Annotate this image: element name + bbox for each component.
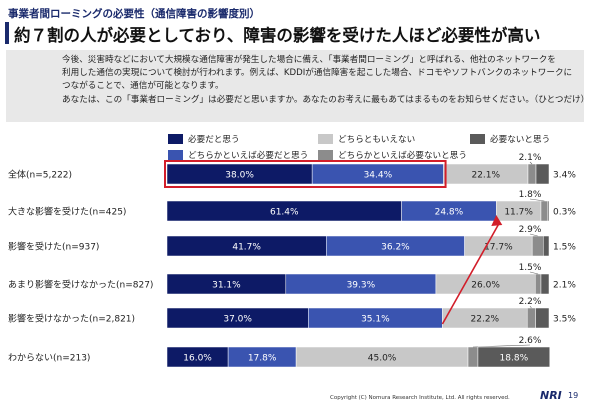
value-label-3-3: 1.5%	[519, 263, 542, 273]
category-label-4: 影響を受けなかった(n=2,821)	[8, 313, 135, 325]
legend-item-2: どちらともいえない	[318, 133, 415, 145]
value-label-4-4: 3.5%	[553, 315, 576, 325]
copyright-notice: Copyright (C) Nomura Research Institute,…	[330, 395, 510, 401]
bar-segment-5-4	[477, 346, 551, 368]
value-label-0-1: 34.4%	[364, 171, 393, 181]
value-label-0-4: 3.4%	[553, 171, 576, 181]
value-label-4-2: 22.2%	[471, 315, 500, 325]
highlight-box	[164, 160, 447, 188]
bar-segment-1-4	[547, 200, 550, 222]
value-label-2-1: 36.2%	[381, 243, 410, 253]
bar-segment-5-3	[467, 346, 479, 368]
legend-swatch-1	[168, 150, 183, 160]
value-label-4-3: 2.2%	[519, 297, 542, 307]
value-label-5-4: 18.8%	[500, 354, 529, 364]
legend-swatch-2	[318, 134, 333, 144]
value-label-1-3: 1.8%	[519, 190, 542, 200]
value-label-2-4: 1.5%	[553, 243, 576, 253]
value-label-4-0: 37.0%	[223, 315, 252, 325]
bar-segment-0-3	[527, 163, 537, 185]
company-logo: NRI	[540, 389, 562, 402]
survey-question-box: 今後、災害時などにおいて大規模な通信障害が発生した場合に備え、「事業者間ローミン…	[6, 50, 590, 122]
bar-segment-3-3	[534, 273, 542, 295]
value-label-2-2: 17.7%	[484, 243, 513, 253]
legend-swatch-3	[318, 150, 333, 160]
question-line-4: あなたは、この「事業者ローミング」は必要だと思いますか。あなたのお考えに最もあて…	[62, 94, 590, 105]
value-label-3-1: 39.3%	[347, 281, 376, 291]
bar-segment-4-4	[535, 307, 550, 329]
question-line-2: 利用した通信の実現について検討が行われます。例えば、KDDIが通信障害を起こした…	[62, 68, 573, 79]
bar-segment-0-4	[535, 163, 550, 185]
value-label-5-3: 2.6%	[519, 336, 542, 346]
category-label-0: 全体(n=5,222)	[8, 169, 72, 181]
legend-swatch-4	[470, 134, 485, 144]
value-label-3-4: 2.1%	[553, 281, 576, 291]
value-label-0-0: 38.0%	[225, 171, 254, 181]
bar-segment-1-3	[540, 200, 549, 222]
leader-line-4	[529, 305, 532, 309]
bar-segment-3-4	[540, 273, 550, 295]
value-label-3-0: 31.1%	[212, 281, 241, 291]
category-label-5: わからない(n=213)	[8, 353, 90, 364]
bar-segment-2-4	[543, 235, 550, 257]
page-number: 19	[568, 391, 579, 400]
value-label-5-2: 45.0%	[368, 354, 397, 364]
legend-label-3: どちらかといえば必要ないと思う	[338, 151, 467, 161]
legend-swatch-0	[168, 134, 183, 144]
slide-subtitle: 事業者間ローミングの必要性（通信障害の影響度別）	[8, 8, 260, 20]
bar-segment-4-3	[526, 307, 536, 329]
trend-arrow-head	[491, 215, 503, 226]
bar-segment-2-3	[531, 235, 544, 257]
value-label-1-1: 24.8%	[435, 208, 464, 218]
value-label-1-0: 61.4%	[270, 208, 299, 218]
value-label-2-0: 41.7%	[232, 243, 261, 253]
legend-label-2: どちらともいえない	[338, 135, 416, 145]
legend-item-0: 必要だと思う	[168, 133, 240, 145]
legend-label-4: 必要ないと思う	[490, 135, 551, 145]
value-label-4-1: 35.1%	[361, 315, 390, 325]
category-label-3: あまり影響を受けなかった(n=827)	[8, 279, 153, 291]
leader-line-1	[529, 198, 545, 202]
value-label-1-2: 11.7%	[504, 208, 533, 218]
category-label-1: 大きな影響を受けた(n=425)	[8, 206, 126, 218]
trend-arrow-line	[441, 222, 500, 325]
legend-label-0: 必要だと思う	[188, 135, 240, 145]
category-label-2: 影響を受けた(n=937)	[8, 241, 99, 253]
value-label-5-0: 16.0%	[183, 354, 212, 364]
leader-line-2	[529, 233, 538, 237]
leader-line-3	[529, 271, 539, 275]
value-label-3-2: 26.0%	[471, 281, 500, 291]
value-label-5-1: 17.8%	[248, 354, 277, 364]
question-line-1: 今後、災害時などにおいて大規模な通信障害が発生した場合に備え、「事業者間ローミン…	[62, 55, 556, 65]
value-label-0-3: 2.1%	[519, 153, 542, 163]
value-label-1-4: 0.3%	[553, 208, 576, 218]
leader-line-5	[472, 344, 531, 348]
legend-item-4: 必要ないと思う	[470, 133, 550, 145]
legend-item-3: どちらかといえば必要ないと思う	[318, 149, 467, 161]
legend-label-1: どちらかといえば必要だと思う	[188, 151, 309, 161]
leader-line-0	[529, 161, 533, 165]
value-label-0-2: 22.1%	[471, 171, 500, 181]
question-line-3: つながることで、通信が可能となります。	[62, 81, 224, 92]
title-accent-bar	[5, 22, 9, 44]
value-label-2-3: 2.9%	[519, 225, 542, 235]
legend-item-1: どちらかといえば必要だと思う	[168, 149, 308, 161]
slide-title: 約７割の人が必要としており、障害の影響を受けた人ほど必要性が高い	[14, 26, 541, 45]
